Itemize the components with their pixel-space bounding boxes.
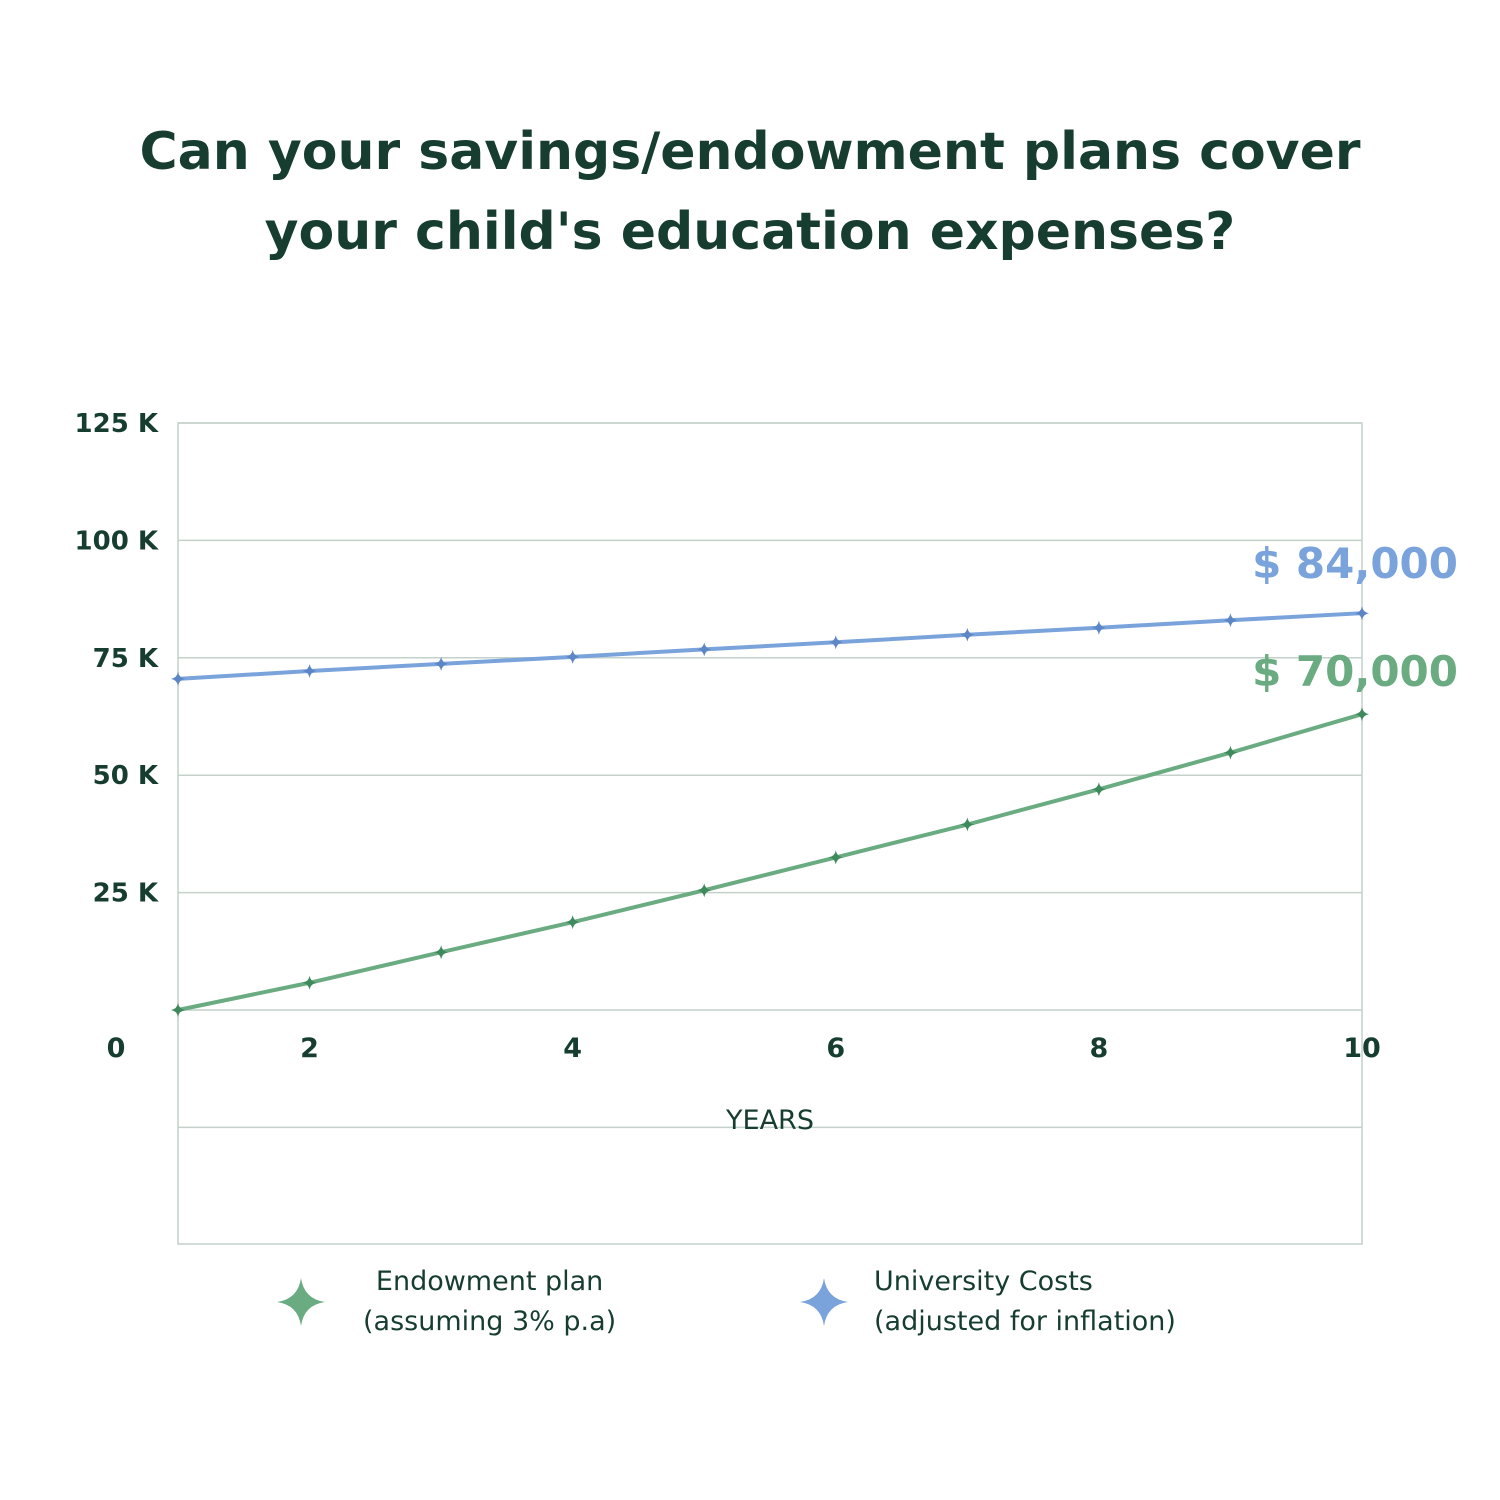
data-point-endowment <box>434 945 449 960</box>
data-point-endowment <box>171 1003 185 1017</box>
data-point-university <box>434 656 449 671</box>
y-tick-label: 25 K <box>93 879 159 909</box>
legend-endowment-line-1: Endowment plan <box>375 1266 604 1297</box>
x-tick-label: 2 <box>300 1033 319 1064</box>
data-point-university <box>697 642 712 657</box>
sparkle-icon-university <box>800 1278 848 1326</box>
data-point-endowment <box>960 817 975 832</box>
data-point-university <box>1355 606 1369 621</box>
data-point-university <box>565 649 580 664</box>
x-tick-label: 10 <box>1343 1033 1381 1064</box>
legend-endowment-line-2: (assuming 3% p.a) <box>363 1306 617 1337</box>
x-tick-label: 4 <box>563 1033 582 1064</box>
data-point-university <box>302 663 317 678</box>
data-point-university <box>1223 613 1238 628</box>
chart-title-line-1: Can your savings/endowment plans cover <box>139 122 1361 182</box>
y-tick-label: 125 K <box>75 409 159 439</box>
data-point-university <box>828 635 843 650</box>
x-tick-label: 8 <box>1089 1033 1108 1064</box>
end-value-label-university: $ 84,000 <box>1252 539 1458 588</box>
data-point-endowment <box>565 915 580 930</box>
legend-item-endowment: Endowment plan (assuming 3% p.a) <box>277 1262 616 1342</box>
y-tick-label: 100 K <box>75 526 159 556</box>
x-axis-label: YEARS <box>725 1105 814 1136</box>
legend-university-line-1: University Costs <box>874 1266 1093 1297</box>
legend-university-line-2: (adjusted for inflation) <box>874 1306 1176 1337</box>
y-tick-label: 50 K <box>93 761 159 791</box>
data-point-endowment <box>1355 707 1369 722</box>
chart-title: Can your savings/endowment plans cover y… <box>0 112 1500 272</box>
sparkle-icon-endowment <box>277 1278 325 1326</box>
series-line-endowment <box>176 712 1364 1012</box>
x-tick-label: 6 <box>826 1033 845 1064</box>
data-point-endowment <box>1223 745 1238 760</box>
data-point-endowment <box>697 883 712 898</box>
data-point-endowment <box>302 975 317 990</box>
data-point-university <box>960 627 975 642</box>
data-point-university <box>1091 620 1106 635</box>
legend-item-university: University Costs (adjusted for inflation… <box>800 1262 1176 1342</box>
chart-title-line-2: your child's education expenses? <box>264 202 1236 262</box>
data-point-endowment <box>828 850 843 865</box>
data-point-university <box>171 671 185 686</box>
series-line-university <box>176 611 1364 681</box>
x-tick-label: 0 <box>107 1033 126 1064</box>
y-tick-label: 75 K <box>93 644 159 674</box>
data-point-endowment <box>1091 782 1106 797</box>
end-value-label-endowment: $ 70,000 <box>1252 647 1458 696</box>
